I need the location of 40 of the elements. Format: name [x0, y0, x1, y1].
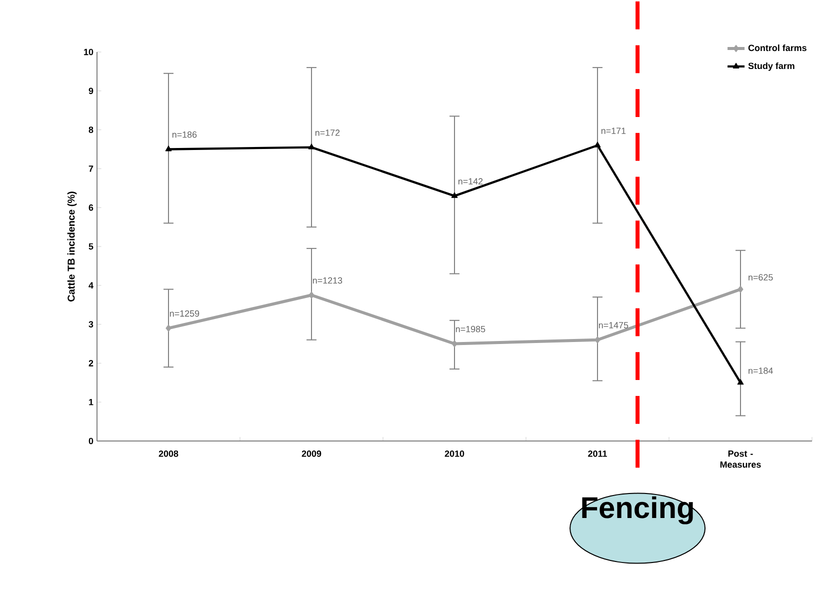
y-axis-title: Cattle TB incidence (%)	[67, 192, 77, 302]
x-tick-label: 2011	[588, 450, 607, 457]
annotation: n=625	[748, 274, 773, 281]
legend-label: Study farm	[748, 62, 794, 71]
y-tick-label: 7	[88, 166, 94, 172]
annotation: n=172	[315, 130, 340, 136]
y-tick-label: 10	[84, 48, 94, 56]
y-tick-label: 9	[88, 88, 94, 94]
y-tick-label: 2	[88, 360, 94, 366]
x-tick-label: 2010	[444, 450, 464, 457]
y-tick-label: 5	[88, 243, 94, 250]
point	[166, 324, 172, 332]
point	[308, 144, 315, 150]
y-tick-label: 3	[88, 321, 94, 328]
annotation: n=186	[172, 131, 197, 138]
x-tick-label: 2009	[302, 450, 322, 457]
point	[308, 291, 314, 299]
point	[451, 192, 458, 198]
x-tick-label: 2008	[158, 450, 178, 457]
annotation: n=142	[458, 178, 483, 184]
y-tick-label: 1	[89, 399, 94, 406]
legend-label: Control farms	[748, 44, 806, 52]
text: Fencing	[582, 496, 693, 524]
annotation: n=184	[748, 368, 773, 374]
point	[594, 142, 601, 148]
point	[452, 340, 458, 348]
point	[737, 378, 744, 385]
point	[594, 336, 600, 344]
annotation: n=1475	[598, 322, 628, 328]
point	[165, 146, 172, 152]
x-tick-label: Post - Measures	[720, 450, 761, 468]
y-tick-label: 6	[88, 204, 94, 211]
y-tick-label: 0	[88, 438, 94, 444]
y-tick-label: 8	[88, 126, 94, 133]
annotation: n=1259	[170, 310, 200, 317]
annotation: n=1213	[312, 277, 342, 284]
annotation: n=171	[601, 128, 626, 134]
annotation: n=1985	[456, 326, 486, 332]
y-tick-label: 4	[88, 282, 94, 288]
point	[738, 286, 744, 294]
